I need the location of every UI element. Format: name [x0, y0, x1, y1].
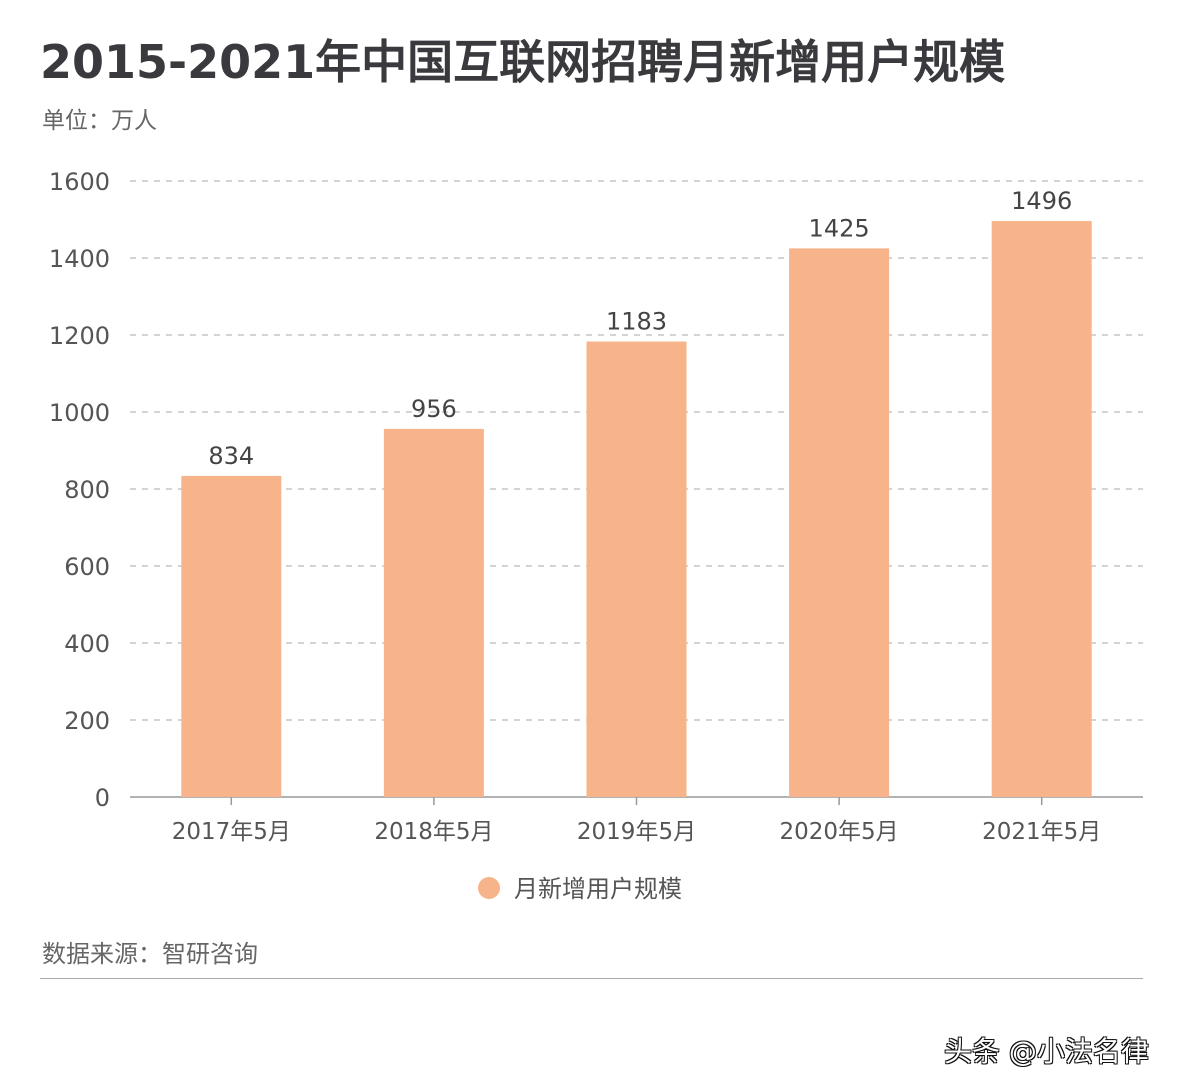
divider: [40, 978, 1143, 979]
x-tick-label: 2019年5月: [577, 819, 696, 845]
data-label: 956: [411, 395, 457, 423]
y-tick-label: 400: [64, 630, 110, 658]
x-tick-label: 2021年5月: [982, 819, 1101, 845]
x-tick-label: 2020年5月: [780, 819, 899, 845]
y-tick-label: 0: [95, 784, 110, 812]
bar: [991, 221, 1092, 798]
source-note: 数据来源：智研咨询: [42, 940, 258, 968]
bar: [181, 475, 282, 797]
y-tick-label: 1400: [49, 245, 110, 273]
data-label: 1425: [809, 214, 870, 242]
data-label: 1496: [1011, 187, 1072, 215]
unit-label: 单位：万人: [42, 108, 157, 134]
legend-label: 月新增用户规模: [514, 875, 682, 903]
bar: [586, 341, 687, 797]
y-tick-label: 1200: [49, 322, 110, 350]
data-label: 1183: [606, 308, 667, 336]
footer-watermark: 头条 @小法名律: [944, 1035, 1149, 1068]
y-tick-label: 200: [64, 707, 110, 735]
x-tick-label: 2018年5月: [374, 819, 493, 845]
bar: [789, 248, 890, 797]
bar: [383, 428, 484, 797]
chart-title: 2015-2021年中国互联网招聘月新增用户规模: [40, 35, 1006, 89]
y-tick-label: 600: [64, 553, 110, 581]
y-tick-label: 1000: [49, 399, 110, 427]
y-tick-label: 1600: [49, 168, 110, 196]
legend-marker: [478, 877, 500, 899]
y-tick-label: 800: [64, 476, 110, 504]
x-tick-label: 2017年5月: [172, 819, 291, 845]
data-label: 834: [208, 442, 254, 470]
